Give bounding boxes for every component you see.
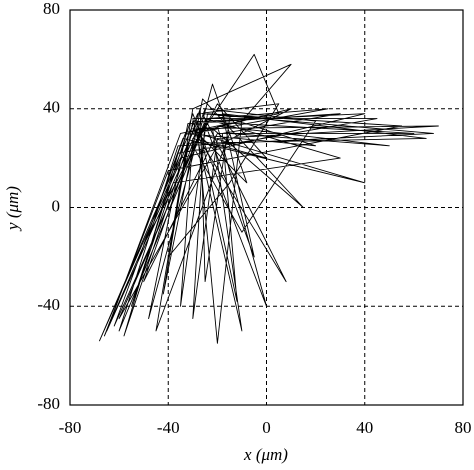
y-tick-label: 80 — [43, 0, 60, 18]
y-tick-label: -40 — [37, 295, 60, 314]
x-tick-label: 0 — [262, 418, 271, 437]
x-tick-label: 80 — [455, 418, 472, 437]
x-axis-label: x (μm) — [243, 445, 288, 464]
trajectory — [99, 53, 439, 344]
x-tick-label: -80 — [59, 418, 82, 437]
y-tick-label: 40 — [43, 98, 60, 117]
plot-frame — [69, 9, 464, 406]
y-axis-label: y (μm) — [3, 186, 22, 232]
x-tick-label: 40 — [356, 418, 373, 437]
y-tick-label: 0 — [52, 196, 61, 215]
y-tick-label: -80 — [37, 394, 60, 413]
x-tick-label: -40 — [157, 418, 180, 437]
